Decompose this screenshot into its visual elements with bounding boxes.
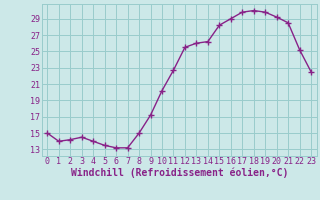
X-axis label: Windchill (Refroidissement éolien,°C): Windchill (Refroidissement éolien,°C)	[70, 168, 288, 178]
